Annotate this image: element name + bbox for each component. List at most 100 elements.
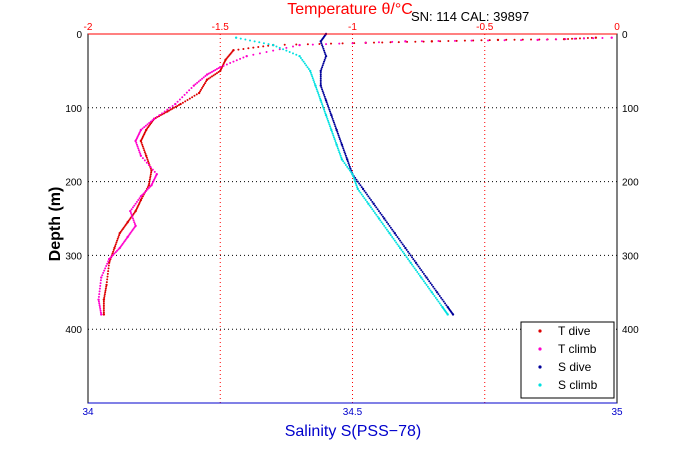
data-point: [97, 295, 100, 298]
data-point: [321, 45, 324, 48]
data-point: [234, 36, 238, 39]
data-point: [174, 105, 177, 108]
data-point: [356, 187, 359, 191]
data-point: [201, 87, 204, 90]
data-point: [381, 215, 384, 218]
data-point: [412, 258, 415, 261]
data-point: [356, 180, 359, 183]
data-point: [146, 188, 149, 191]
bottom-tick-label: 34.5: [343, 407, 363, 418]
data-point: [416, 271, 419, 274]
data-point: [319, 79, 322, 82]
data-point: [420, 276, 423, 279]
legend-label: S climb: [558, 378, 598, 392]
data-point: [191, 96, 194, 99]
data-point: [487, 39, 490, 42]
data-point: [319, 82, 322, 85]
data-point: [331, 116, 334, 119]
data-point: [295, 43, 298, 46]
data-point: [325, 43, 328, 46]
data-point: [320, 86, 323, 89]
data-point: [332, 134, 335, 137]
data-point: [319, 73, 322, 76]
data-point: [166, 108, 169, 111]
bottom-tick-label: 35: [611, 407, 623, 418]
legend: T dive T climb S dive S climb: [520, 321, 615, 399]
data-point: [323, 110, 326, 113]
data-point: [318, 42, 321, 45]
data-point: [571, 37, 574, 40]
data-point: [424, 274, 427, 277]
data-point: [102, 304, 105, 307]
data-point: [133, 221, 136, 224]
data-point: [103, 294, 106, 297]
data-point: [404, 246, 407, 250]
data-point: [258, 52, 261, 55]
data-point: [135, 141, 138, 144]
data-point: [344, 154, 347, 157]
data-point: [143, 191, 146, 194]
data-point: [217, 67, 220, 70]
data-point: [177, 104, 180, 107]
data-point: [168, 109, 171, 112]
data-point: [171, 107, 174, 110]
data-point: [114, 251, 117, 254]
data-point: [319, 80, 322, 83]
data-point: [311, 43, 314, 46]
data-point: [149, 123, 152, 126]
data-point: [380, 213, 383, 216]
data-point: [253, 40, 256, 43]
data-point: [373, 211, 376, 214]
data-point: [312, 79, 315, 82]
data-point: [205, 78, 209, 81]
data-point: [337, 149, 340, 152]
data-point: [242, 56, 245, 59]
data-point: [324, 54, 328, 58]
data-point: [404, 40, 407, 43]
data-point: [426, 278, 429, 281]
data-point: [351, 42, 354, 45]
series-s-dive: [319, 32, 455, 316]
data-point: [364, 41, 367, 44]
data-point: [346, 160, 349, 163]
data-point: [319, 69, 322, 73]
data-point: [149, 176, 152, 179]
data-point: [310, 73, 313, 76]
data-point: [389, 234, 392, 237]
legend-label: S dive: [558, 360, 592, 374]
data-point: [214, 68, 217, 71]
data-point: [100, 313, 103, 316]
y-tick-label-right: 0: [622, 30, 628, 41]
data-point: [149, 167, 152, 170]
data-point: [387, 230, 390, 233]
data-point: [145, 189, 148, 192]
data-point: [102, 313, 106, 316]
data-point: [188, 89, 191, 92]
data-point: [219, 66, 222, 69]
data-point: [441, 298, 444, 301]
data-point: [147, 184, 151, 187]
data-point: [219, 69, 222, 73]
data-point: [106, 275, 109, 278]
data-point: [141, 143, 144, 146]
data-point: [328, 108, 331, 111]
data-point: [291, 45, 294, 48]
data-point: [152, 117, 156, 121]
data-point: [138, 151, 141, 154]
data-point: [422, 272, 425, 275]
data-point: [301, 58, 304, 61]
data-point: [172, 106, 175, 109]
data-point: [413, 267, 416, 270]
data-point: [325, 101, 328, 104]
data-point: [447, 40, 450, 43]
data-point: [104, 289, 107, 292]
data-point: [364, 191, 367, 194]
top-tick-label: -2: [84, 22, 93, 33]
data-point: [222, 64, 225, 67]
data-point: [346, 165, 349, 168]
data-point: [144, 154, 148, 157]
data-point: [339, 140, 342, 143]
data-point: [133, 204, 136, 207]
data-point: [384, 219, 387, 222]
data-point: [352, 175, 355, 178]
